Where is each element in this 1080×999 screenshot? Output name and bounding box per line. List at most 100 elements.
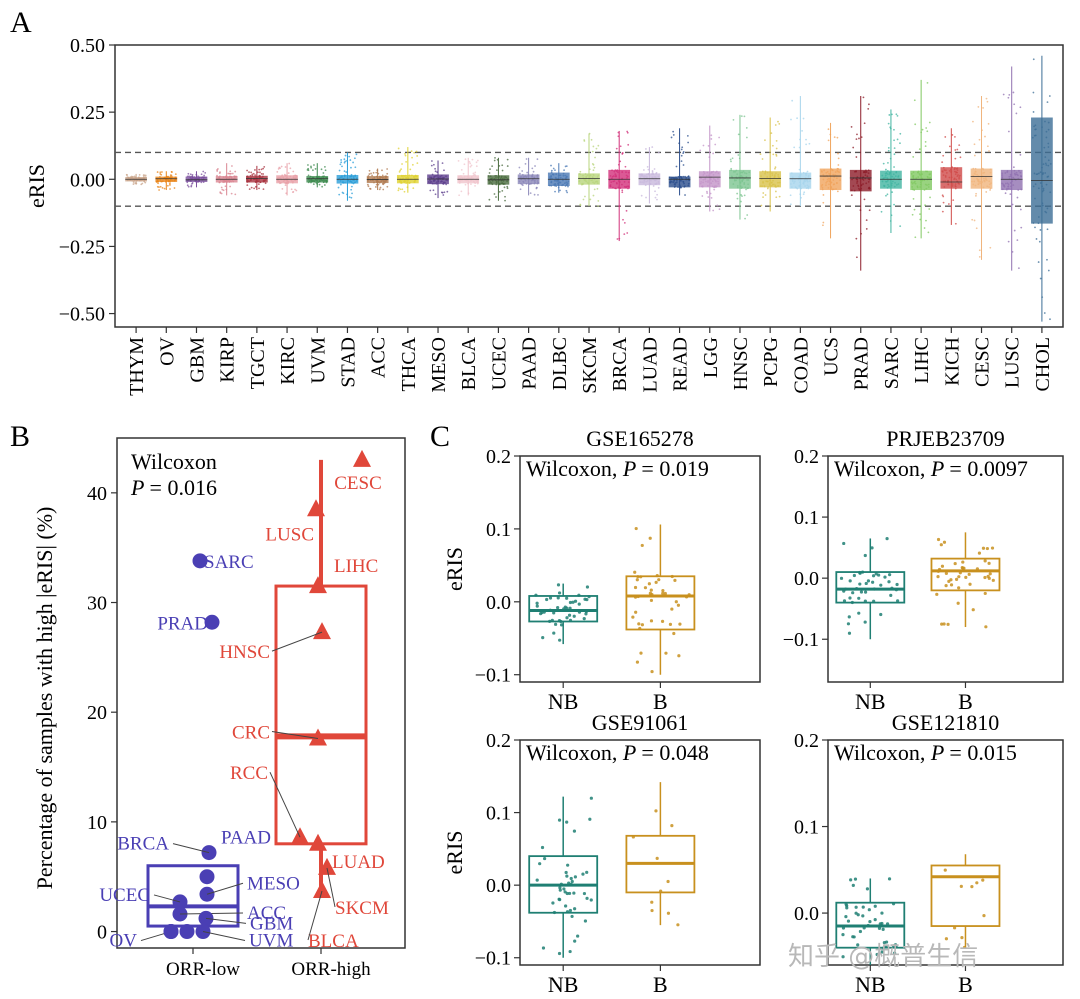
- panel-c-point: [991, 578, 995, 582]
- panel-a-point: [491, 165, 494, 168]
- panel-a-point: [621, 189, 624, 192]
- panel-a-point: [589, 198, 592, 201]
- panel-c-point: [571, 600, 575, 604]
- panel-a-box: [819, 168, 842, 191]
- panel-c-point: [870, 546, 874, 550]
- panel-c-point: [558, 888, 562, 892]
- panel-c-point: [562, 887, 566, 891]
- panel-a-point: [254, 174, 257, 177]
- panel-a-point: [762, 192, 765, 194]
- panel-a-point: [310, 166, 313, 169]
- panel-b-low-point: [199, 869, 215, 885]
- panel-b-low-label: ACC: [247, 903, 286, 924]
- panel-a-point: [893, 153, 896, 156]
- panel-a-point: [702, 144, 705, 147]
- panel-a-point: [416, 162, 419, 165]
- panel-a-point: [887, 161, 889, 164]
- panel-c-point: [845, 906, 849, 910]
- panel-a-point: [159, 185, 162, 188]
- panel-a-point: [656, 193, 659, 196]
- panel-a-point: [778, 195, 781, 198]
- panel-a-point: [187, 185, 190, 188]
- panel-a-point: [622, 218, 624, 221]
- panel-a-point: [434, 170, 437, 173]
- panel-a-box: [698, 171, 721, 188]
- panel-a-point: [1039, 229, 1042, 231]
- panel-a-point: [381, 174, 384, 177]
- panel-b-high-point: [307, 499, 325, 517]
- panel-b-low-label: PAAD: [221, 828, 271, 849]
- panel-c-point: [670, 824, 674, 828]
- panel-a-point: [401, 188, 404, 191]
- panel-a-point: [1047, 269, 1050, 272]
- panel-a-point: [506, 187, 509, 190]
- panel-a-point: [592, 194, 595, 197]
- panel-a-box: [880, 170, 902, 189]
- panel-a-point: [277, 168, 280, 170]
- panel-c-point: [565, 606, 569, 610]
- panel-a-point: [987, 122, 990, 125]
- panel-a-point: [868, 103, 870, 106]
- panel-a-point: [291, 191, 294, 194]
- panel-c-point: [565, 874, 569, 878]
- panel-a-point: [855, 156, 858, 158]
- panel-c-point: [884, 944, 888, 948]
- panel-a-point: [257, 183, 260, 186]
- panel-a-point: [686, 134, 689, 137]
- panel-a-point: [789, 194, 792, 197]
- panel-a-point: [1020, 226, 1023, 229]
- panel-c-point: [572, 829, 577, 833]
- panel-a-point: [625, 209, 628, 212]
- panel-a-point: [627, 143, 630, 146]
- panel-a-point: [462, 172, 465, 175]
- panel-c-ytick-label: 0.0: [486, 592, 511, 614]
- panel-a-xtick-label: LIHC: [911, 337, 933, 384]
- panel-a-point: [948, 145, 951, 148]
- panel-c-p-value: = 0.019: [641, 456, 708, 481]
- panel-a-point: [343, 158, 346, 161]
- panel-a-point: [351, 192, 353, 195]
- panel-c-point: [983, 591, 987, 596]
- panel-b-high-label: CESC: [334, 473, 382, 494]
- panel-a-point: [350, 185, 353, 188]
- panel-a-point: [526, 171, 529, 174]
- panel-a-point: [144, 181, 147, 184]
- panel-a-point: [865, 228, 868, 230]
- panel-a-point: [624, 165, 627, 168]
- panel-a-point: [1007, 130, 1010, 133]
- panel-a-point: [488, 172, 491, 174]
- panel-c-point: [687, 593, 691, 597]
- panel-c-point: [576, 934, 580, 938]
- panel-a-point: [161, 171, 163, 173]
- panel-c-point: [534, 593, 538, 597]
- panel-a-point: [710, 138, 713, 140]
- panel-a-point: [619, 145, 622, 148]
- panel-a-point: [536, 158, 539, 161]
- panel-a-point: [469, 162, 472, 165]
- panel-c-point: [568, 618, 573, 622]
- panel-c-frame: [827, 455, 1064, 683]
- panel-c-point: [548, 596, 553, 600]
- panel-a-point: [126, 174, 128, 176]
- panel-a-point: [791, 99, 794, 102]
- panel-a-point: [958, 144, 961, 147]
- panel-a-xtick-label: COAD: [790, 337, 812, 394]
- panel-a-point: [321, 185, 324, 188]
- panel-c-letter: C: [430, 420, 450, 453]
- panel-a-point: [595, 147, 598, 150]
- panel-a-point: [552, 167, 555, 170]
- panel-c-point: [568, 600, 573, 605]
- panel-c-point: [964, 575, 968, 580]
- panel-c-point: [633, 570, 637, 574]
- panel-b-high-point: [313, 880, 331, 898]
- panel-a-point: [762, 196, 764, 199]
- panel-c-ylabel: eRIS: [442, 547, 467, 591]
- panel-a-point: [680, 154, 683, 157]
- panel-a-box: [638, 173, 661, 186]
- panel-a-xtick-label: BRCA: [609, 336, 631, 391]
- panel-c-point: [883, 575, 887, 579]
- panel-c-point: [858, 571, 862, 575]
- panel-a-point: [166, 184, 169, 187]
- panel-b-leader-line: [271, 731, 319, 740]
- panel-a-point: [925, 219, 927, 222]
